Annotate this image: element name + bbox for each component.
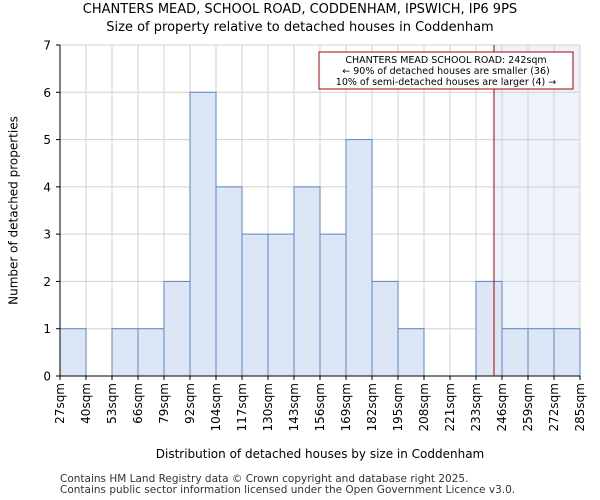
x-tick-label: 156sqm: [313, 383, 327, 431]
x-tick-label: 221sqm: [443, 383, 457, 431]
y-tick-label: 7: [43, 39, 51, 53]
x-tick-label: 40sqm: [79, 383, 93, 424]
bar: [163, 280, 191, 377]
x-tick-label: 117sqm: [235, 383, 249, 431]
bar: [501, 328, 529, 377]
y-tick-label: 2: [43, 275, 51, 289]
y-tick-label: 6: [43, 86, 51, 100]
x-tick-label: 182sqm: [365, 383, 379, 431]
annotation-line-2: ← 90% of detached houses are smaller (36…: [342, 66, 549, 77]
bar: [241, 233, 269, 377]
y-tick-label: 0: [43, 370, 51, 384]
x-tick-label: 195sqm: [391, 383, 405, 431]
x-tick-label: 130sqm: [261, 383, 275, 431]
bar: [319, 233, 347, 377]
bar: [397, 328, 425, 377]
x-tick-label: 104sqm: [209, 383, 223, 431]
bar: [137, 328, 165, 377]
chart-subtitle: Size of property relative to detached ho…: [106, 20, 494, 35]
x-tick-label: 53sqm: [105, 383, 119, 424]
x-axis-label: Distribution of detached houses by size …: [156, 447, 485, 461]
bar: [111, 328, 139, 377]
x-tick-label: 66sqm: [131, 383, 145, 424]
x-tick-label: 27sqm: [53, 383, 67, 424]
x-tick-label: 208sqm: [417, 383, 431, 431]
x-tick-label: 272sqm: [547, 383, 561, 431]
bar: [189, 91, 217, 377]
annotation-box: [318, 51, 574, 90]
x-tick-label: 233sqm: [469, 383, 483, 431]
x-tick-label: 246sqm: [495, 383, 509, 431]
y-axis-label: Number of detached properties: [7, 116, 21, 305]
bar: [345, 139, 373, 377]
y-tick-label: 1: [43, 322, 51, 336]
x-tick-label: 92sqm: [183, 383, 197, 424]
bar: [371, 280, 399, 377]
bar: [475, 280, 503, 377]
bar: [293, 186, 321, 377]
footer-line-1: Contains HM Land Registry data © Crown c…: [60, 473, 469, 485]
x-tick-label: 285sqm: [573, 383, 587, 431]
y-tick-label: 5: [43, 133, 51, 147]
annotation-line-1: CHANTERS MEAD SCHOOL ROAD: 242sqm: [345, 55, 546, 66]
bar: [267, 233, 295, 377]
bar: [59, 328, 87, 377]
bar: [527, 328, 555, 377]
highlight-band: [494, 45, 580, 376]
chart-title: CHANTERS MEAD, SCHOOL ROAD, CODDENHAM, I…: [82, 2, 518, 17]
x-tick-label: 143sqm: [287, 383, 301, 431]
annotation-line-3: 10% of semi-detached houses are larger (…: [336, 77, 556, 88]
bar: [215, 186, 243, 377]
x-tick-label: 259sqm: [521, 383, 535, 431]
bar: [553, 328, 581, 377]
footer-line-2: Contains public sector information licen…: [60, 484, 516, 496]
x-tick-label: 169sqm: [339, 383, 353, 431]
y-tick-label: 4: [43, 180, 51, 194]
x-tick-label: 79sqm: [157, 383, 171, 424]
y-tick-label: 3: [43, 228, 51, 242]
